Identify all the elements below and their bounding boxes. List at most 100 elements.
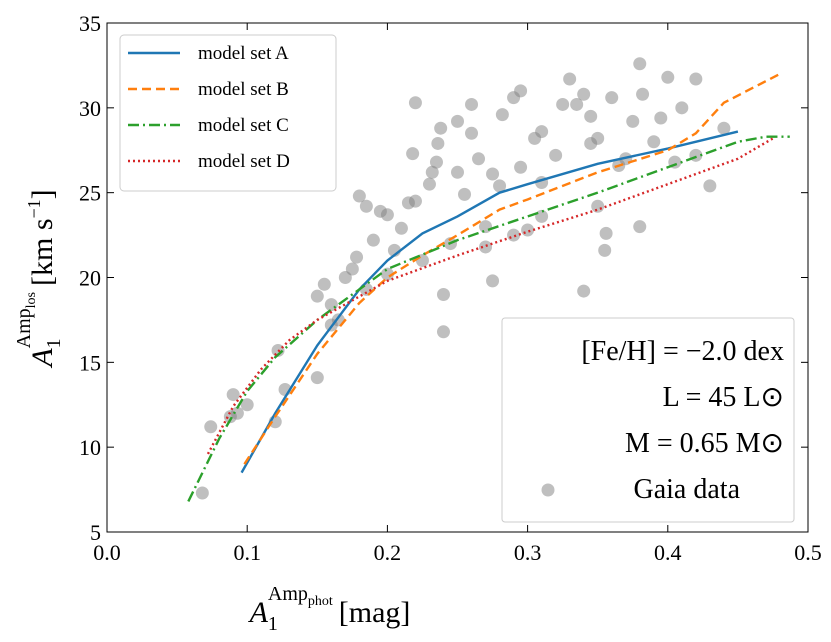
scatter-point — [636, 87, 650, 101]
y-tick-label: 20 — [79, 266, 101, 291]
scatter-point — [195, 486, 209, 500]
scatter-point — [535, 125, 549, 139]
scatter-point — [495, 108, 509, 122]
scatter-point — [626, 114, 640, 128]
y-label-part: los — [24, 292, 39, 308]
scatter-point — [436, 325, 450, 339]
y-tick-label: 30 — [79, 96, 101, 121]
scatter-point — [345, 262, 359, 276]
scatter-point — [654, 111, 668, 125]
x-tick-label: 0.4 — [654, 540, 682, 565]
scatter-point — [380, 208, 394, 222]
y-label-part: ] — [26, 189, 59, 199]
scatter-point — [493, 179, 507, 193]
scatter-point — [465, 126, 479, 140]
scatter-point — [310, 289, 324, 303]
legend-label: model set C — [198, 115, 289, 136]
scatter-point — [352, 189, 366, 203]
scatter-point — [451, 165, 464, 179]
y-tick-label: 35 — [79, 11, 101, 36]
scatter-point — [717, 121, 731, 135]
scatter-point — [479, 240, 493, 254]
scatter-point — [486, 167, 500, 181]
scatter-point — [465, 97, 479, 111]
scatter-point — [204, 420, 218, 434]
x-label-part: Amp — [268, 583, 308, 605]
legend-label: model set A — [198, 43, 289, 64]
scatter-point — [514, 84, 528, 98]
scatter-point — [458, 187, 472, 201]
scatter-point — [422, 177, 436, 191]
scatter-point — [577, 284, 591, 298]
scatter-point — [486, 274, 500, 288]
scatter-point — [661, 70, 675, 84]
legend-label: Gaia data — [634, 474, 741, 505]
y-tick-label: 25 — [79, 181, 101, 206]
scatter-point — [591, 199, 605, 213]
y-tick-label: 15 — [79, 350, 101, 375]
x-tick-label: 0.5 — [794, 540, 822, 565]
scatter-point — [584, 136, 598, 150]
legend-label: model set D — [198, 151, 290, 172]
x-tick-label: 0.3 — [514, 540, 542, 565]
scatter-point — [317, 277, 331, 291]
scatter-point — [408, 96, 422, 110]
scatter-point — [598, 243, 612, 257]
model-line — [187, 135, 790, 502]
scatter-point — [570, 97, 584, 111]
annotation-box — [501, 317, 795, 523]
scatter-point — [359, 199, 373, 213]
scatter-point — [584, 109, 598, 123]
annotation: [Fe/H] = −2.0 dex — [581, 336, 784, 367]
scatter-point — [451, 114, 464, 128]
annotation: L = 45 L⊙ — [663, 382, 784, 413]
scatter-point — [521, 223, 535, 237]
x-label-part: A — [248, 596, 269, 629]
scatter-point — [507, 228, 521, 242]
x-axis-label: A1 Ampphot [mag] — [248, 583, 411, 635]
scatter-point — [240, 398, 254, 412]
scatter-point — [556, 97, 570, 111]
scatter-point — [633, 57, 647, 71]
scatter-point — [226, 388, 240, 402]
scatter-point — [472, 152, 486, 166]
scatter-point — [599, 226, 613, 240]
scatter-point — [535, 209, 549, 223]
scatter-point — [394, 221, 408, 235]
y-label-part: −1 — [24, 199, 44, 218]
scatter-point — [406, 147, 420, 161]
y-label-part: [km s — [26, 218, 59, 286]
y-label-part: A — [26, 348, 59, 369]
scatter-point — [366, 233, 380, 247]
scatter-point — [633, 220, 647, 234]
x-label-part: phot — [308, 594, 333, 609]
scatter-point — [431, 136, 445, 150]
x-tick-label: 0.1 — [233, 540, 261, 565]
x-label-part: [mag] — [339, 596, 411, 629]
x-tick-label: 0.2 — [374, 540, 402, 565]
scatter-point — [425, 165, 439, 179]
y-label-part: 1 — [43, 338, 65, 348]
scatter-point — [675, 101, 689, 115]
scatter-point — [647, 135, 661, 149]
y-tick-label: 10 — [79, 435, 101, 460]
scatter-point — [577, 87, 591, 101]
scatter-point — [380, 267, 394, 281]
model-line — [240, 130, 739, 474]
y-axis-label: A1 Amplos [km s−1] — [13, 189, 65, 368]
y-tick-label: 5 — [90, 520, 101, 545]
scatter-point — [563, 72, 577, 86]
annotation: M = 0.65 M⊙ — [625, 428, 784, 459]
model-line — [243, 72, 781, 465]
scatter-point — [408, 194, 422, 208]
scatter-point — [230, 406, 244, 420]
scatter-point — [703, 179, 717, 193]
x-label-part: 1 — [268, 613, 278, 635]
scatter-point — [605, 91, 619, 105]
scatter-point — [549, 148, 563, 162]
legend-swatch — [541, 483, 555, 497]
scatter-point — [434, 121, 448, 135]
scatter-point — [514, 160, 528, 174]
